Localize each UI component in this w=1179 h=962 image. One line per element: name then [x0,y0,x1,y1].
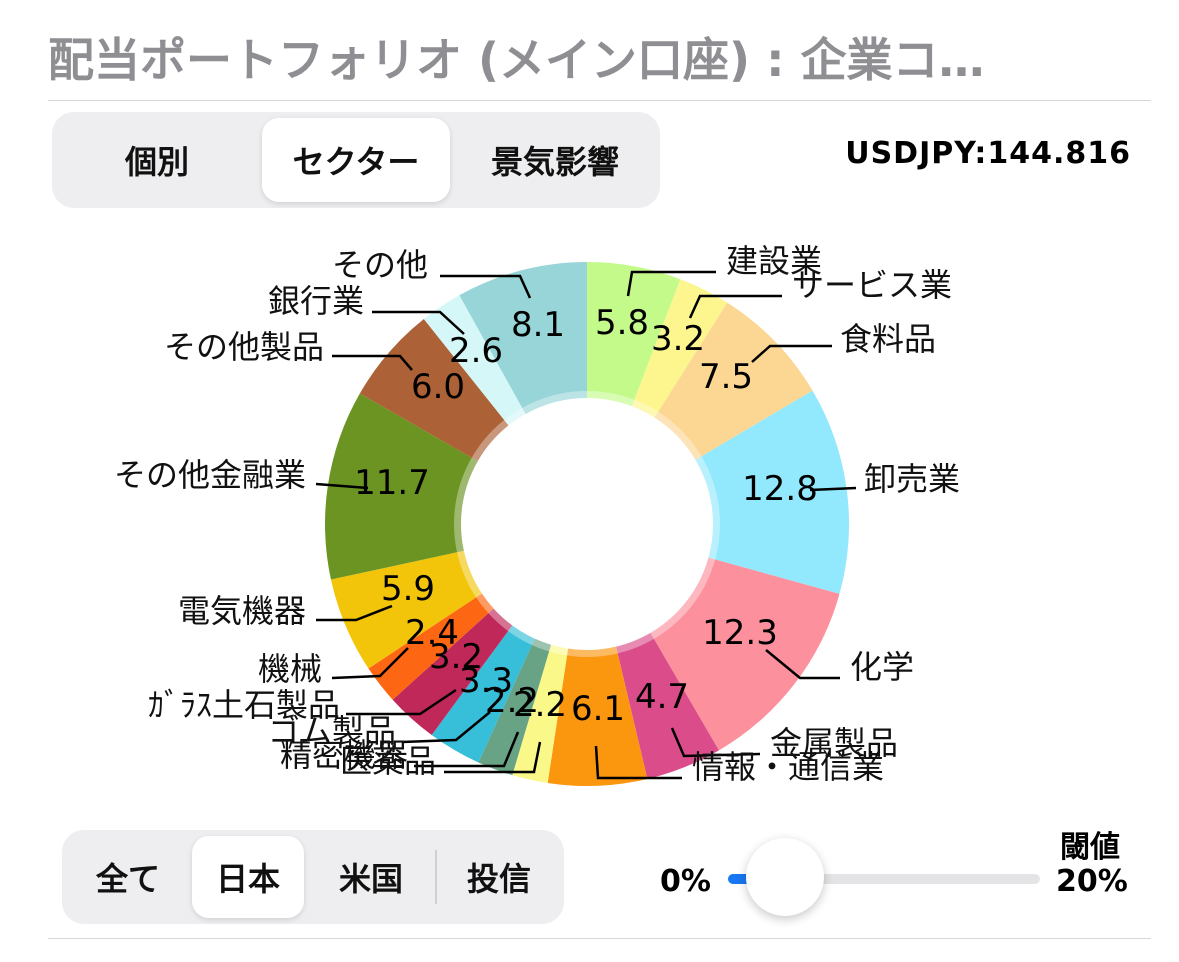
leader-line [626,270,716,297]
leader-line [401,711,491,744]
slice-value-label: 5.9 [381,569,435,609]
tab-japan[interactable]: 日本 [192,836,304,918]
donut-slice[interactable] [654,302,813,460]
leader-line [346,688,457,716]
slice-value-label: 2.2 [513,685,567,725]
slice-value-label: 8.1 [511,305,565,345]
tab-funds[interactable]: 投信 [466,860,531,898]
slice-value-label: 2.4 [405,613,459,653]
donut-slice[interactable] [478,638,552,776]
slice-name-label: 食料品 [840,320,936,358]
donut-slice[interactable] [512,644,569,784]
slice-name-label: 電気機器 [178,592,306,630]
tab-us[interactable]: 米国 [338,860,403,898]
slice-value-label: 6.0 [411,367,465,407]
slice-name-label: 化学 [850,648,914,686]
slice-value-label: 3.3 [459,661,513,701]
donut-hole [473,410,701,638]
donut-slice[interactable] [368,593,494,700]
donut-slice[interactable] [631,279,728,418]
donut-slice[interactable] [325,393,478,580]
donut-slice[interactable] [616,632,719,779]
leader-line [315,482,369,490]
donut-slice[interactable] [359,319,509,462]
slice-name-label: ゴム製品 [268,712,396,750]
slice-value-label: 2.2 [485,681,539,721]
header-divider [48,100,1151,101]
leader-line [316,604,393,622]
exchange-rate: USDJPY:144.816 [845,136,1131,171]
leader-line [440,274,532,299]
slice-name-label: 銀行業 [268,282,364,320]
slice-name-label: その他製品 [164,328,324,366]
leader-line [332,354,413,371]
leader-line [751,344,832,363]
tab-sector[interactable]: セクター [262,118,450,202]
slice-value-label: 11.7 [354,463,430,503]
slice-value-label: 7.5 [699,357,753,397]
slice-value-label: 2.6 [449,331,503,371]
leader-line [444,741,542,774]
slice-name-label: 機械 [258,650,322,688]
leader-line [809,486,857,492]
slice-value-label: 12.3 [702,613,778,653]
leader-line [765,649,840,680]
slice-name-label: 情報・通信業 [692,748,884,786]
slice-name-label: その他 [332,246,428,284]
slice-name-label: 卸売業 [864,460,960,498]
threshold-slider-thumb[interactable] [746,838,824,916]
slice-name-label: ｶﾞﾗｽ土石製品 [148,686,340,724]
threshold-max-label: 20% [1056,864,1128,899]
donut-slice[interactable] [587,262,681,407]
slice-name-label: 医薬品 [340,742,436,780]
donut-slice[interactable] [695,390,849,594]
slice-value-label: 3.2 [651,319,705,359]
donut-slice[interactable] [431,625,535,763]
leader-line [594,745,682,780]
tab-all[interactable]: 全て [95,860,160,898]
slice-name-label: その他金融業 [114,456,306,494]
segment-divider [435,850,437,904]
donut-slice[interactable] [459,262,587,414]
footer-divider [48,938,1151,939]
donut-slice[interactable] [423,295,526,426]
donut-slice[interactable] [392,608,513,735]
leader-line [372,310,465,335]
page-title: 配当ポートフォリオ (メイン口座) : 企業コ… [48,33,985,87]
leader-line [414,731,520,768]
slice-name-label: 金属製品 [770,724,898,762]
donut-slice[interactable] [547,646,648,786]
slice-value-label: 12.8 [742,469,818,509]
threshold-title: 閾値 [1060,830,1120,865]
slice-value-label: 4.7 [635,677,689,717]
slice-value-label: 6.1 [571,689,625,729]
threshold-min-label: 0% [660,864,711,899]
slice-value-label: 3.2 [429,637,483,677]
slice-name-label: 精密機器 [280,736,408,774]
sector-donut-chart: 5.8 3.27.512.812.34.76.12.22.23.33.22.45.… [114,242,960,786]
slice-value-label: 5.8 [595,303,649,343]
leader-line [688,294,782,319]
donut-slice[interactable] [330,550,482,669]
donut-slice[interactable] [650,557,840,751]
tab-economic-impact[interactable]: 景気影響 [490,143,619,181]
slice-name-label: 建設業 [726,242,822,280]
leader-line [331,647,409,680]
slice-name-label: サービス業 [792,266,952,304]
leader-line [670,727,761,758]
market-segmented-control: 全て 日本 米国 投信 [62,830,564,924]
view-segmented-control: 個別 セクター 景気影響 [52,112,660,208]
tab-individual[interactable]: 個別 [124,143,189,181]
